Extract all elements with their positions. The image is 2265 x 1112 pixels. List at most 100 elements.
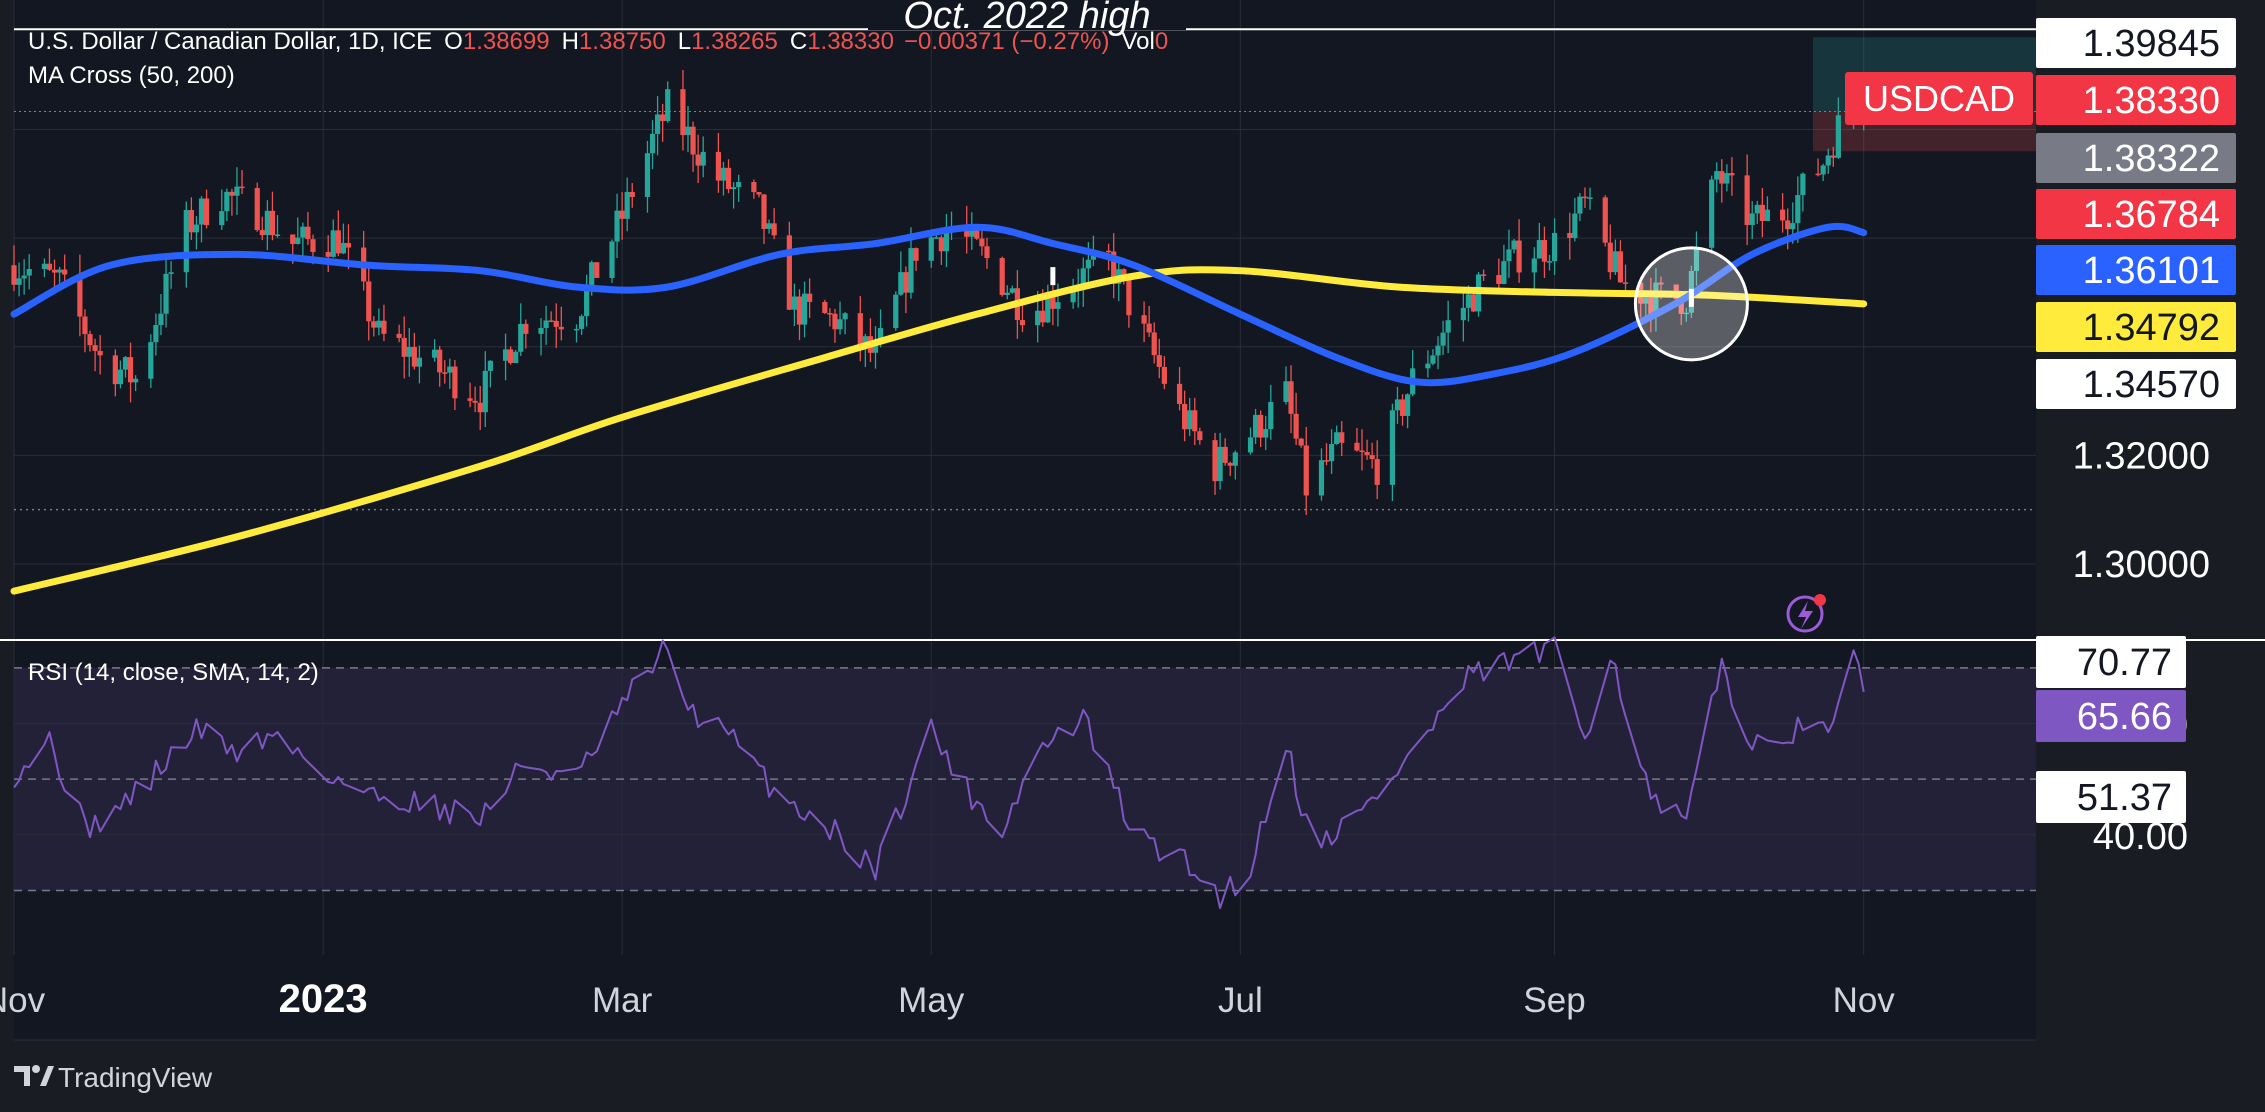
candle-body [573, 328, 580, 331]
candle-body [1318, 460, 1325, 496]
candle-body [1531, 258, 1537, 273]
candle-body [903, 272, 909, 293]
candle-body [82, 316, 88, 335]
candle-body [1764, 209, 1771, 221]
candle-body [1465, 294, 1472, 308]
candle-body [127, 357, 134, 383]
candle-body [381, 320, 387, 334]
candle-body [654, 114, 661, 134]
candle-body [1232, 452, 1238, 466]
candle-body [614, 210, 620, 242]
price-tick-label: 1.30000 [2073, 544, 2210, 586]
candle-body [518, 323, 524, 352]
candle-body [974, 227, 980, 239]
candle-body [310, 239, 316, 252]
rsi-badge-label: 65.66 [2077, 696, 2172, 738]
candle-body [396, 333, 402, 338]
volume-value: 0 [1155, 28, 1168, 55]
candle-body [558, 326, 564, 330]
candle-body [1506, 249, 1512, 262]
rsi-line [13, 636, 1865, 910]
candle-body [300, 226, 306, 238]
price-badge [2036, 302, 2236, 352]
candle-body [1085, 259, 1091, 269]
date-tick-label: May [898, 981, 965, 1020]
candle-body [629, 191, 635, 197]
candle-body [1055, 302, 1061, 309]
candle-body [1268, 401, 1274, 430]
candle-body [21, 275, 27, 279]
candle-body [1785, 220, 1791, 230]
candle-body [1283, 381, 1289, 402]
candle-body [969, 227, 975, 237]
candle-body [472, 400, 478, 403]
candle-body [1227, 462, 1233, 466]
ticker-badge-label: USDCAD [1863, 78, 2015, 119]
ohlc-value: 1.38330 [807, 28, 894, 55]
candle-body [1820, 165, 1826, 175]
candle-body [229, 191, 235, 196]
candle-body [305, 226, 311, 240]
candle-body [264, 210, 270, 236]
price-badge-label: 1.34570 [2083, 364, 2220, 406]
candle-body [376, 320, 382, 328]
candle-body [1830, 155, 1836, 158]
price-tick-label: 1.32000 [2073, 435, 2210, 477]
candle-body [893, 294, 899, 329]
date-tick-label: Sep [1523, 981, 1585, 1020]
candle-body [690, 126, 696, 155]
candle-body [1182, 403, 1188, 430]
candle-body [158, 313, 164, 326]
candle-body [913, 248, 919, 261]
ma50-line [10, 222, 1868, 387]
candle-body [1800, 173, 1806, 196]
candle-body [1577, 196, 1583, 214]
candle-body [1622, 282, 1629, 284]
candle-body [584, 286, 590, 317]
candle-body [1126, 279, 1132, 316]
candle-body [290, 234, 296, 244]
candle-body [1541, 240, 1548, 262]
ohlc-value: 1.38750 [579, 28, 666, 55]
candle-body [193, 224, 200, 233]
candle-body [1339, 432, 1345, 443]
candle-body [665, 89, 671, 122]
candle-body [112, 355, 118, 385]
date-tick-label: Nov [1833, 981, 1896, 1020]
rsi-badge-label: 51.37 [2077, 777, 2172, 819]
candle-body [1151, 332, 1157, 356]
candle-body [188, 210, 194, 233]
candle-body [254, 188, 260, 231]
candle-body [1719, 171, 1725, 184]
candle-body [624, 191, 630, 219]
candle-body [1070, 288, 1076, 303]
candle-body [1080, 268, 1086, 289]
candle-body [1222, 446, 1228, 463]
candle-body [452, 366, 458, 399]
candle-body [589, 262, 595, 287]
candle-body [1470, 294, 1477, 312]
candle-body [685, 126, 691, 136]
candle-body [1602, 197, 1608, 243]
lightning-icon[interactable] [1786, 594, 1826, 633]
candle-body [791, 296, 798, 310]
candle-body [487, 360, 493, 371]
candle-body [163, 273, 169, 314]
candle-body [1749, 213, 1755, 226]
candle-body [224, 191, 230, 212]
candle-body [1643, 297, 1649, 304]
candle-body [26, 269, 32, 276]
candle-body [1582, 196, 1588, 199]
candle-body [700, 151, 706, 166]
ohlc-label: L [678, 28, 691, 55]
candle-body [1551, 232, 1558, 262]
candle-body [16, 278, 22, 285]
candle-body [1790, 223, 1796, 230]
candle-body [371, 321, 377, 328]
date-tick-label: Mar [592, 981, 653, 1020]
candle-body [198, 198, 205, 225]
price-change: −0.00371 (−0.27%) [904, 28, 1110, 55]
candle-body [259, 230, 265, 236]
tradingview-icon [14, 1066, 30, 1086]
candle-body [553, 320, 559, 327]
